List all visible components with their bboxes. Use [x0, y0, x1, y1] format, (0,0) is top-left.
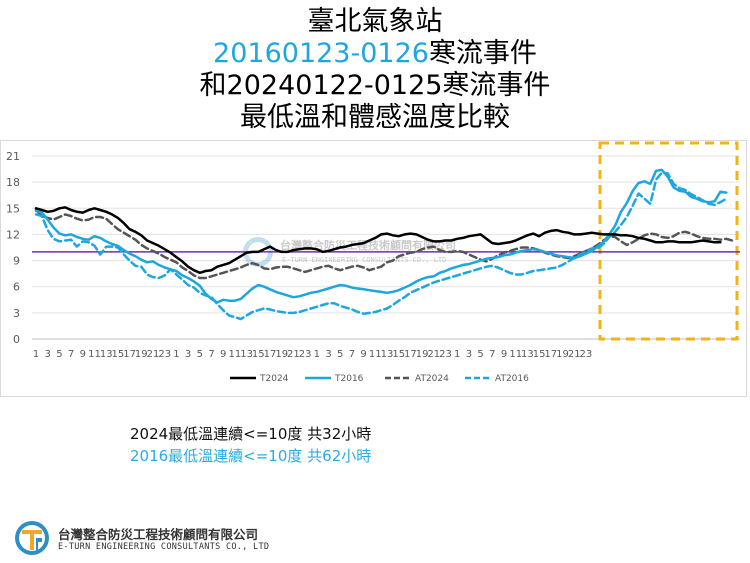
x-tick-label: 23 — [439, 349, 452, 360]
x-tick-label: 17 — [544, 349, 557, 360]
x-tick-label: 1 — [173, 349, 179, 360]
x-tick-label: 23 — [299, 349, 312, 360]
x-tick-label: 7 — [208, 349, 214, 360]
x-tick-label: 23 — [580, 349, 593, 360]
title-line-1: 臺北氣象站 — [307, 6, 443, 37]
company-logo: 台灣整合防災工程技術顧問有限公司 E-TURN ENGINEERING CONS… — [12, 518, 312, 558]
watermark-english: E-TURN ENGINEERING CONSULTANTS CO., LTD — [282, 256, 446, 264]
x-tick-label: 3 — [466, 349, 472, 360]
y-tick-label: 18 — [6, 176, 20, 189]
logo-company-name: 台灣整合防災工程技術顧問有限公司 — [58, 527, 259, 542]
x-tick-label: 21 — [568, 349, 581, 360]
x-tick-label: 13 — [381, 349, 394, 360]
x-tick-label: 17 — [404, 349, 417, 360]
x-tick-label: 1 — [314, 349, 320, 360]
x-tick-label: 15 — [392, 349, 405, 360]
title-date-2016: 20160123-0126 — [213, 38, 429, 69]
legend-label-at2016: AT2016 — [495, 374, 529, 384]
x-tick-label: 13 — [100, 349, 113, 360]
x-tick-label: 5 — [337, 349, 343, 360]
series-line-at2024 — [34, 208, 734, 280]
x-tick-label: 21 — [427, 349, 440, 360]
x-tick-label: 7 — [489, 349, 495, 360]
x-tick-label: 23 — [158, 349, 171, 360]
y-tick-label: 0 — [13, 333, 20, 346]
x-tick-label: 7 — [349, 349, 355, 360]
x-tick-label: 19 — [275, 349, 288, 360]
x-tick-label: 1 — [454, 349, 460, 360]
y-tick-label: 12 — [6, 228, 20, 241]
x-tick-label: 21 — [287, 349, 300, 360]
x-tick-label: 1 — [33, 349, 39, 360]
x-tick-label: 3 — [185, 349, 191, 360]
x-tick-label: 19 — [416, 349, 429, 360]
logo-company-english: E-TURN ENGINEERING CONSULTANTS CO., LTD — [58, 542, 270, 552]
x-tick-label: 7 — [68, 349, 74, 360]
note-2024: 2024最低溫連續<=10度 共32小時 — [130, 425, 372, 443]
x-tick-label: 19 — [556, 349, 569, 360]
title-line-3: 和20240122-0125寒流事件 — [199, 70, 551, 101]
x-tick-label: 5 — [477, 349, 483, 360]
x-tick-label: 5 — [56, 349, 62, 360]
x-tick-label: 11 — [509, 349, 522, 360]
series-line-t2016 — [34, 168, 728, 304]
x-tick-label: 17 — [264, 349, 277, 360]
watermark-name: 台灣整合防災工程技術顧問有限公司 — [280, 238, 456, 252]
series-line-t2024 — [34, 206, 722, 275]
x-tick-label: 15 — [533, 349, 546, 360]
x-tick-label: 15 — [112, 349, 125, 360]
x-tick-label: 15 — [252, 349, 265, 360]
y-tick-label: 21 — [6, 150, 20, 163]
title-event-label: 寒流事件 — [428, 38, 537, 69]
chart-title: 臺北氣象站 20160123-0126寒流事件 和20240122-0125寒流… — [0, 6, 750, 134]
x-tick-label: 19 — [135, 349, 148, 360]
legend-label-t2016: T2016 — [334, 374, 364, 384]
y-tick-label: 9 — [13, 255, 20, 268]
title-line-4: 最低溫和體感溫度比較 — [240, 102, 510, 133]
x-tick-label: 9 — [501, 349, 507, 360]
y-tick-label: 15 — [6, 202, 20, 215]
legend-label-at2024: AT2024 — [415, 374, 449, 384]
x-tick-label: 5 — [197, 349, 203, 360]
title-line-2: 20160123-0126寒流事件 — [0, 38, 750, 70]
y-tick-label: 3 — [13, 307, 20, 320]
x-tick-label: 17 — [123, 349, 136, 360]
x-tick-label: 21 — [147, 349, 160, 360]
x-tick-label: 9 — [80, 349, 86, 360]
logo-emblem-icon — [15, 521, 49, 555]
notes-block: 2024最低溫連續<=10度 共32小時 2016最低溫連續<=10度 共62小… — [130, 423, 371, 467]
x-tick-label: 9 — [360, 349, 366, 360]
chart-frame — [0, 140, 747, 397]
x-tick-label: 9 — [220, 349, 226, 360]
x-tick-label: 13 — [240, 349, 253, 360]
x-tick-label: 3 — [45, 349, 51, 360]
x-tick-label: 13 — [521, 349, 534, 360]
y-tick-label: 6 — [13, 281, 20, 294]
highlight-box — [598, 141, 739, 341]
x-tick-label: 11 — [369, 349, 382, 360]
legend-label-t2024: T2024 — [259, 374, 289, 384]
note-2016: 2016最低溫連續<=10度 共62小時 — [130, 447, 372, 465]
x-tick-label: 11 — [88, 349, 101, 360]
x-tick-label: 11 — [229, 349, 242, 360]
x-tick-label: 3 — [325, 349, 331, 360]
